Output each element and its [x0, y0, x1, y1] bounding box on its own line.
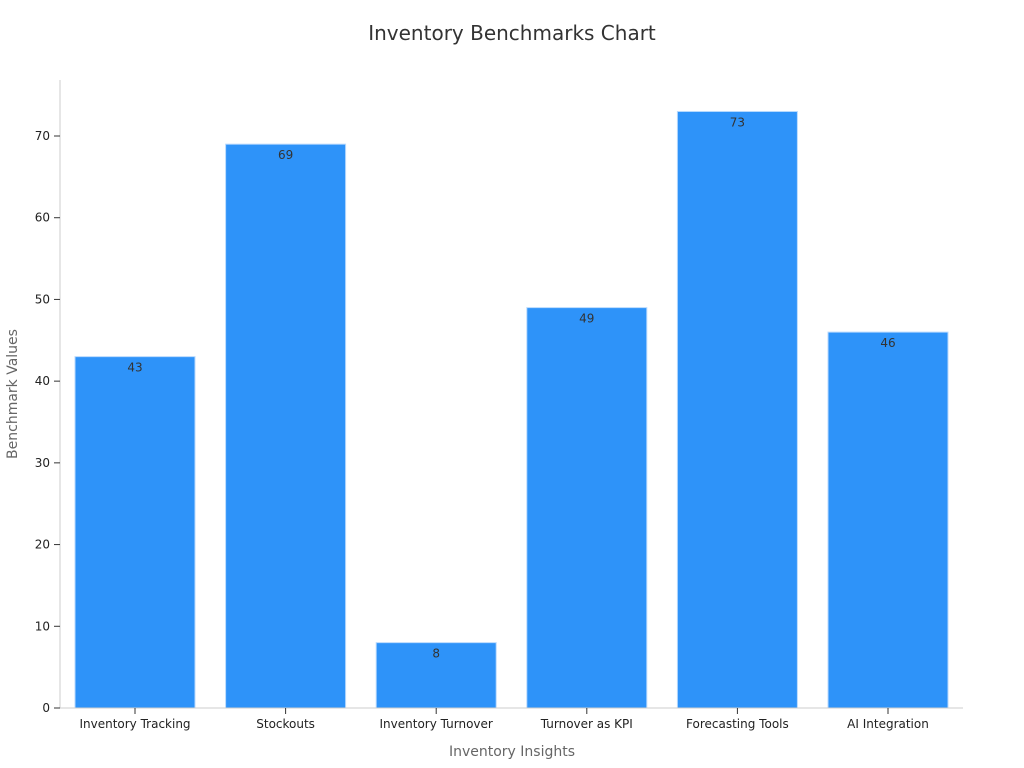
x-axis-title: Inventory Insights [449, 744, 575, 760]
x-tick-label: Inventory Turnover [380, 717, 493, 731]
bars-layer [74, 110, 949, 709]
axes-layer: 0 10 20 30 40 50 60 70 Inventory Tracking Stockou… [35, 80, 963, 731]
y-tick-label: 30 [35, 456, 50, 470]
y-tick-label: 60 [35, 211, 50, 225]
bar [375, 642, 497, 709]
y-axis-title: Benchmark Values [5, 329, 21, 459]
bar [74, 356, 196, 709]
bar-value-label: 8 [432, 647, 440, 661]
y-tick-label: 70 [35, 129, 50, 143]
bar-value-label: 49 [579, 312, 594, 326]
bar [827, 331, 949, 709]
y-tick-label: 10 [35, 619, 50, 633]
x-tick-label: Forecasting Tools [686, 717, 789, 731]
y-tick-label: 20 [35, 538, 50, 552]
x-tick-label: Inventory Tracking [79, 717, 190, 731]
labels-layer: 43 69 8 49 73 46 [127, 115, 895, 660]
bar-value-label: 46 [880, 336, 895, 350]
x-tick-label: AI Integration [847, 717, 929, 731]
chart-title: Inventory Benchmarks Chart [368, 21, 656, 45]
y-tick-label: 40 [35, 374, 50, 388]
y-tick-label: 0 [42, 701, 50, 715]
y-tick-label: 50 [35, 292, 50, 306]
x-tick-label: Turnover as KPI [540, 717, 633, 731]
x-tick-label: Stockouts [256, 717, 315, 731]
bar [225, 143, 347, 709]
bar-value-label: 73 [730, 115, 745, 129]
bar [526, 307, 648, 709]
bar-value-label: 43 [127, 361, 142, 375]
bar [676, 110, 798, 709]
bar-value-label: 69 [278, 148, 293, 162]
